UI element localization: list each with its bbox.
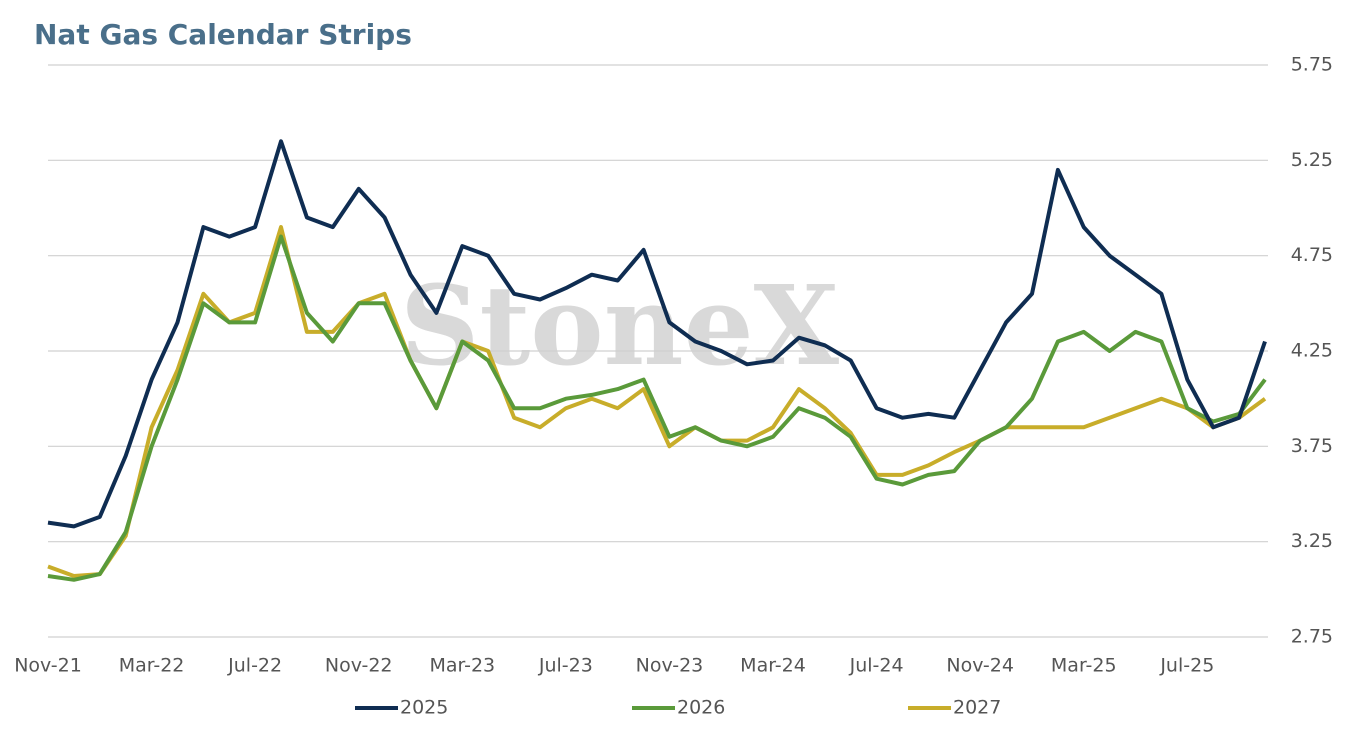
x-tick-label: Jul-22 [227,655,282,677]
y-tick-label: 2.75 [1291,626,1333,648]
y-tick-label: 5.75 [1291,54,1333,76]
series-line [47,225,1267,578]
x-tick-label: Nov-24 [946,655,1014,677]
y-tick-label: 5.25 [1291,149,1333,171]
x-tick-label: Nov-21 [14,655,82,677]
y-tick-label: 3.25 [1291,530,1333,552]
y-tick-label: 4.75 [1291,244,1333,266]
x-tick-label: Mar-22 [119,655,185,677]
x-tick-label: Jul-23 [538,655,593,677]
legend-label: 2027 [953,697,1001,719]
x-tick-label: Mar-23 [429,655,495,677]
y-tick-label: 4.25 [1291,340,1333,362]
x-tick-label: Nov-23 [636,655,704,677]
series-line [47,234,1267,582]
legend-label: 2026 [677,697,725,719]
x-tick-label: Jul-25 [1159,655,1214,677]
series-line [47,139,1267,529]
watermark: StoneX [400,261,840,390]
legend-label: 2025 [400,697,448,719]
chart-title: Nat Gas Calendar Strips [34,18,412,51]
x-tick-label: Mar-24 [740,655,806,677]
x-tick-label: Jul-24 [849,655,904,677]
x-tick-label: Nov-22 [325,655,393,677]
x-tick-label: Mar-25 [1051,655,1117,677]
y-tick-label: 3.75 [1291,435,1333,457]
